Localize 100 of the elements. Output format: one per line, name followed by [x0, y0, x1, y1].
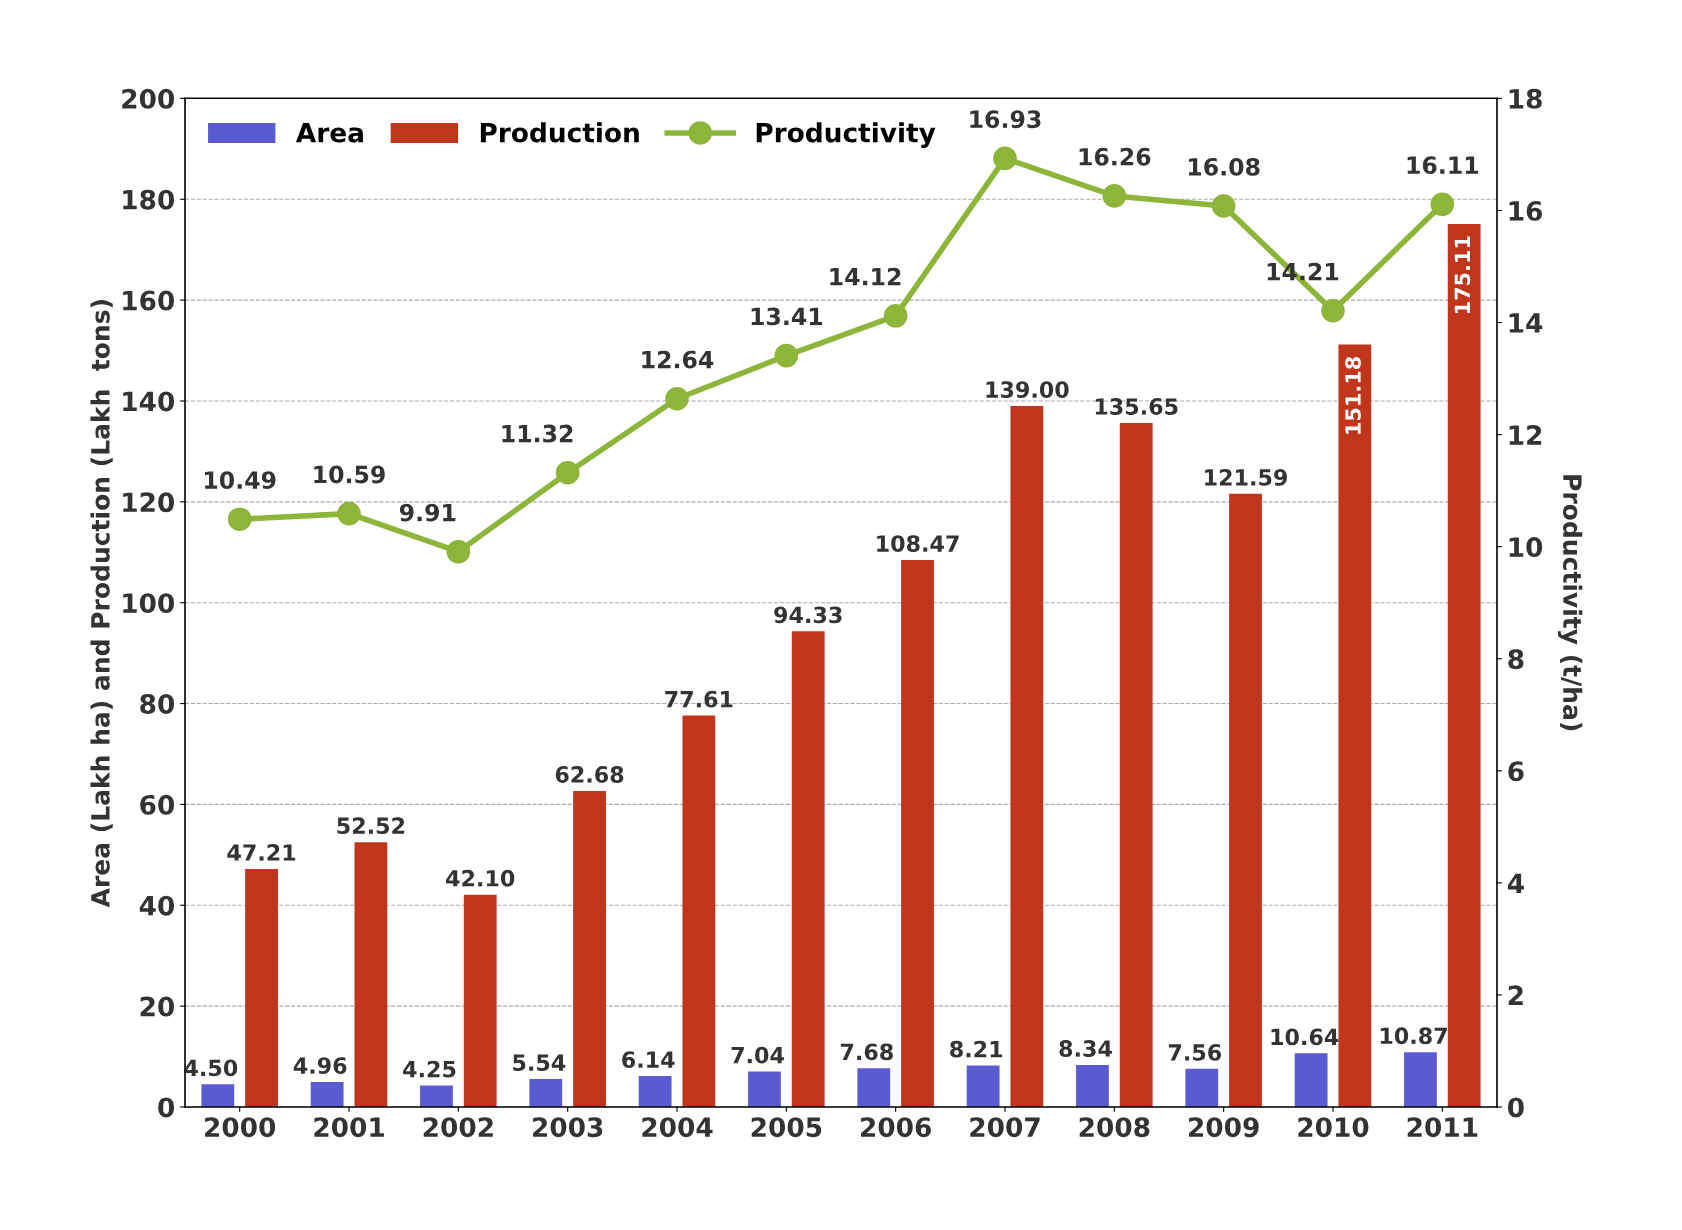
bar — [420, 1085, 453, 1107]
x-tick-label: 2011 — [1407, 1117, 1478, 1138]
data-label: 10.49 — [205, 471, 276, 489]
data-label: 6.14 — [622, 1051, 675, 1069]
point — [665, 386, 689, 411]
data-label: 5.54 — [513, 1054, 566, 1072]
bar — [638, 1076, 672, 1107]
data-label: 16.26 — [1079, 147, 1151, 166]
bar — [791, 631, 825, 1107]
bar — [1447, 223, 1481, 1107]
y-axis-title: Area (Lakh ha) and Production (Lakh tons) — [90, 300, 113, 908]
data-label: 7.68 — [840, 1043, 893, 1061]
data-label: 77.61 — [665, 690, 733, 708]
x-tick-label: 2010 — [1298, 1117, 1369, 1138]
data-label: 47.21 — [227, 844, 296, 861]
x-tick-label: 2006 — [861, 1117, 931, 1138]
y-tick-label: 180 — [123, 189, 175, 210]
y2-tick-label: 18 — [1509, 88, 1542, 109]
y2-tick-label: 16 — [1509, 200, 1543, 221]
point — [1211, 194, 1236, 218]
x-tick-label: 2001 — [314, 1117, 384, 1138]
data-label: 4.96 — [293, 1057, 347, 1074]
x-tick-label: 2000 — [205, 1117, 276, 1138]
data-label: 135.65 — [1095, 398, 1178, 415]
data-label: 4.25 — [403, 1060, 456, 1078]
x-tick-label: 2004 — [642, 1117, 713, 1138]
y2-axis-title: Productivity (t/ha) — [1557, 475, 1583, 731]
bar — [1119, 422, 1153, 1107]
bar — [1010, 406, 1044, 1107]
x-tick-label: 2008 — [1079, 1117, 1150, 1138]
bar — [1404, 1052, 1437, 1107]
data-label: 11.32 — [502, 424, 573, 443]
data-label: 16.93 — [970, 110, 1041, 129]
y2-tick-label: 8 — [1508, 649, 1524, 670]
y-tick-label: 100 — [123, 593, 175, 614]
bar — [354, 842, 388, 1107]
x-tick-label: 2002 — [423, 1117, 493, 1138]
bar — [310, 1081, 344, 1107]
bar — [1076, 1064, 1109, 1107]
point — [883, 304, 908, 328]
bar — [245, 868, 278, 1107]
point — [446, 539, 471, 564]
data-label: 13.41 — [751, 307, 823, 326]
y-tick-label: 160 — [123, 290, 175, 311]
data-label: 10.87 — [1380, 1027, 1447, 1045]
y-tick-label: 140 — [123, 391, 175, 412]
point — [227, 507, 252, 532]
legend-label: Production — [480, 122, 639, 143]
legend-label: Area — [295, 122, 363, 143]
y2-tick-label: 12 — [1509, 425, 1542, 445]
bar — [463, 894, 497, 1107]
data-label: 62.68 — [555, 766, 624, 783]
y-tick-label: 120 — [123, 492, 175, 513]
data-label: 16.08 — [1188, 157, 1260, 176]
y-tick-label: 0 — [158, 1097, 175, 1118]
bar — [857, 1068, 891, 1107]
data-label: 42.10 — [446, 869, 515, 887]
data-label: 8.21 — [950, 1040, 1003, 1058]
point — [1102, 184, 1127, 208]
bar — [573, 790, 606, 1107]
y2-tick-label: 2 — [1508, 985, 1523, 1005]
data-label: 9.91 — [399, 503, 456, 522]
data-label: 94.33 — [774, 606, 842, 624]
y2-tick-label: 14 — [1509, 313, 1543, 333]
bar — [1338, 344, 1372, 1107]
data-label: 7.04 — [731, 1046, 784, 1064]
bar — [901, 559, 934, 1107]
data-label: 151.18 — [1345, 357, 1361, 434]
point — [774, 343, 799, 368]
bar — [682, 715, 716, 1107]
point — [993, 146, 1017, 171]
bar — [1229, 493, 1262, 1107]
point — [337, 501, 361, 526]
data-label: 121.59 — [1205, 469, 1287, 486]
bar — [966, 1065, 1000, 1107]
y2-tick-label: 4 — [1507, 873, 1524, 893]
y-tick-label: 200 — [122, 88, 175, 109]
data-label: 14.12 — [830, 267, 901, 286]
bar — [1294, 1053, 1328, 1107]
y2-tick-label: 10 — [1509, 537, 1543, 558]
point — [555, 460, 580, 485]
y-tick-label: 80 — [140, 694, 175, 714]
x-tick-label: 2007 — [970, 1117, 1040, 1138]
data-label: 52.52 — [337, 817, 405, 835]
y2-tick-label: 6 — [1508, 761, 1524, 782]
data-label: 7.56 — [1168, 1044, 1222, 1061]
data-label: 8.34 — [1059, 1040, 1112, 1057]
y-tick-label: 60 — [140, 794, 175, 815]
data-label: 16.11 — [1407, 156, 1479, 175]
data-label: 10.59 — [314, 465, 385, 484]
data-label: 108.47 — [877, 535, 959, 552]
x-tick-label: 2003 — [533, 1117, 603, 1138]
bar — [201, 1084, 235, 1107]
y-tick-label: 40 — [139, 895, 175, 916]
point — [1430, 192, 1455, 217]
bar — [529, 1079, 563, 1107]
bar — [1185, 1068, 1219, 1107]
data-label: 175.11 — [1454, 236, 1471, 314]
y-tick-label: 20 — [140, 996, 175, 1017]
legend-label: Productivity — [756, 122, 936, 148]
